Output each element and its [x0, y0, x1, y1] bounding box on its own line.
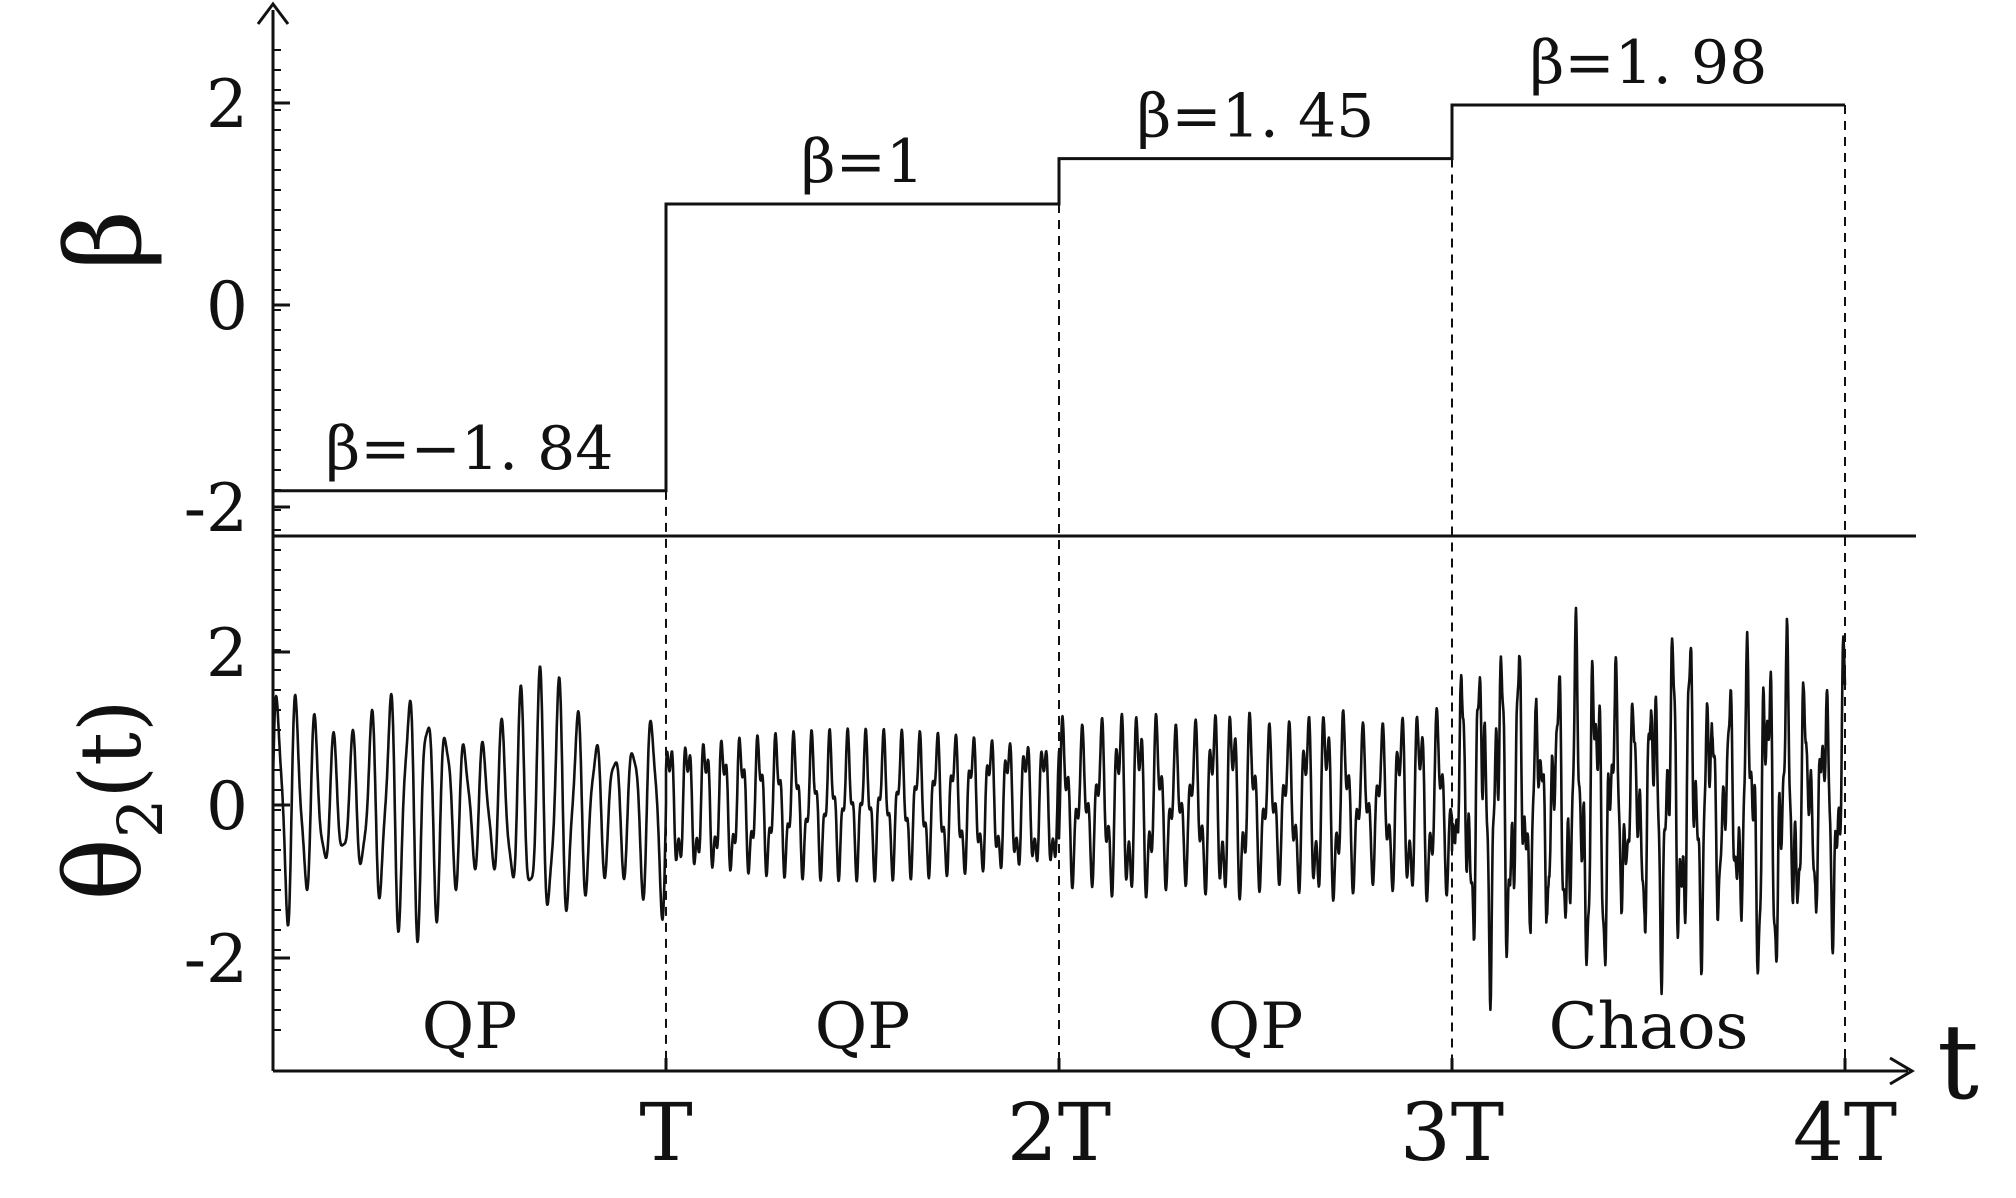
- regime-label: QP: [1208, 990, 1304, 1064]
- beta-step-line: [273, 103, 1845, 493]
- theta-axis-title: θ2(t): [43, 699, 177, 900]
- theta-signal-line: [271, 606, 1847, 1012]
- beta-annotation: β=1: [801, 127, 924, 197]
- theta-panel: 20-2 T 2T 3T 4T QP QP QP Chaos θ2(t) t: [43, 606, 1979, 1179]
- theta-y-ticks: 2 0 -2: [184, 615, 290, 998]
- x-tick-label: T: [639, 1086, 692, 1179]
- regime-label: Chaos: [1549, 990, 1749, 1064]
- theta-y-tick-label: 2: [206, 615, 248, 692]
- theta-y-tick-label: 0: [206, 768, 248, 845]
- x-axis-title: t: [1937, 1001, 1979, 1123]
- beta-annotation: β=1. 98: [1530, 28, 1768, 98]
- x-axis-arrowhead: [1889, 1056, 1915, 1086]
- beta-y-tick-label: -2: [184, 470, 248, 547]
- theta-tail: (t): [62, 699, 160, 798]
- beta-y-tick-label: 0: [206, 268, 248, 345]
- beta-annotation: β=1. 45: [1137, 82, 1375, 152]
- x-tick-label: 4T: [1793, 1086, 1897, 1179]
- theta-x-ticks: T 2T 3T 4T: [639, 1058, 1897, 1179]
- beta-annotations: β=−1. 84 β=1 β=1. 45 β=1. 98: [326, 28, 1768, 484]
- y-axis-arrowhead: [256, 1, 290, 25]
- segment-boundary-lines: [665, 105, 1846, 1064]
- minor-ticks: [273, 49, 281, 1031]
- x-tick-label: 3T: [1400, 1086, 1504, 1179]
- beta-annotation: β=−1. 84: [326, 414, 614, 484]
- beta-y-tick-label: 2: [206, 66, 248, 143]
- x-tick-label: 2T: [1007, 1086, 1111, 1179]
- beta-panel: 2 0 -2 β=−1. 84 β=1 β=1. 45 β=1. 98 β: [43, 28, 1845, 547]
- regime-labels: QP QP QP Chaos: [422, 990, 1749, 1064]
- regime-label: QP: [815, 990, 911, 1064]
- theta-symbol: θ: [43, 838, 165, 901]
- regime-label: QP: [422, 990, 518, 1064]
- beta-axis-title: β: [43, 210, 165, 270]
- theta-y-tick-label: -2: [184, 921, 248, 998]
- beta-y-ticks: 2 0 -2: [184, 66, 290, 547]
- theta-subscript: 2: [104, 799, 177, 838]
